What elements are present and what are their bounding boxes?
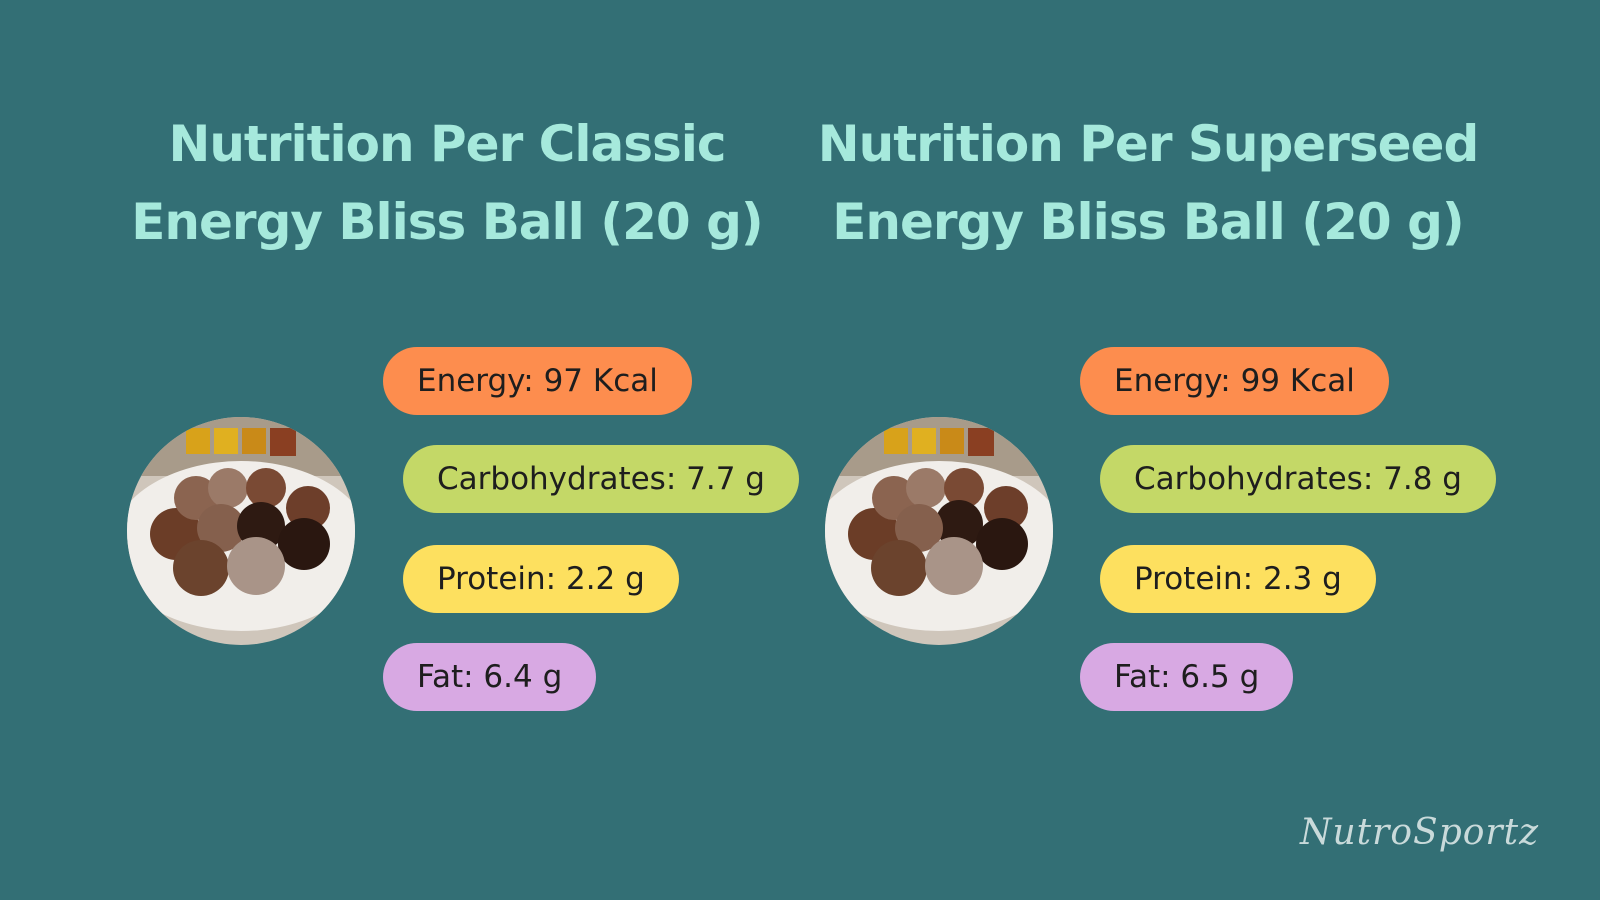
carbs-pill: Carbohydrates: 7.7 g <box>403 445 799 513</box>
panel-title: Nutrition Per Classic Energy Bliss Ball … <box>97 105 797 261</box>
panel-title: Nutrition Per Superseed Energy Bliss Bal… <box>798 105 1498 261</box>
food-photo <box>825 417 1053 645</box>
title-line: Energy Bliss Ball (20 g) <box>832 193 1464 251</box>
energy-pill: Energy: 99 Kcal <box>1080 347 1389 415</box>
carbs-pill: Carbohydrates: 7.8 g <box>1100 445 1496 513</box>
fat-pill: Fat: 6.4 g <box>383 643 597 711</box>
protein-pill: Protein: 2.3 g <box>1100 545 1376 613</box>
title-line: Nutrition Per Superseed <box>817 115 1480 173</box>
fat-pill: Fat: 6.5 g <box>1080 643 1294 711</box>
energy-pill: Energy: 97 Kcal <box>383 347 692 415</box>
brand-logo: NutroSportz <box>1300 812 1540 853</box>
title-line: Energy Bliss Ball (20 g) <box>131 193 763 251</box>
protein-pill: Protein: 2.2 g <box>403 545 679 613</box>
food-photo <box>127 417 355 645</box>
title-line: Nutrition Per Classic <box>168 115 726 173</box>
